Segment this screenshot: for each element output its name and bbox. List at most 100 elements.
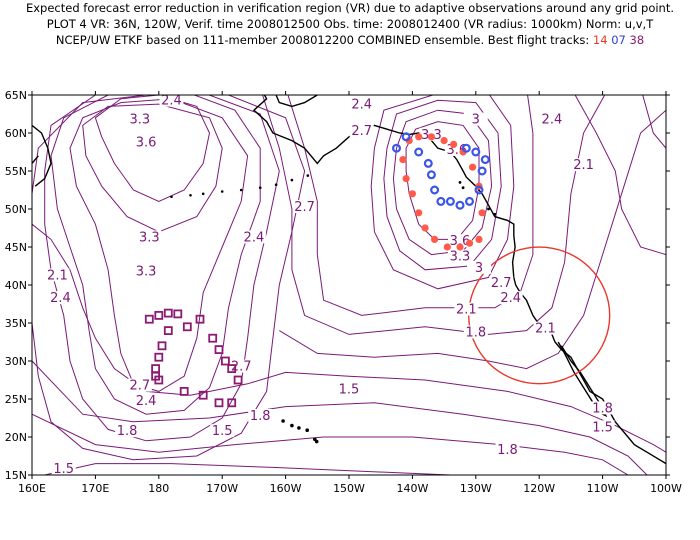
contour-label: 1.5	[212, 424, 233, 439]
track-14-label: 14	[592, 33, 608, 47]
island-marker	[493, 212, 497, 216]
island-marker	[290, 178, 294, 182]
track-14-point	[475, 235, 483, 243]
contour-label-bg	[337, 382, 361, 396]
contour-label-bg	[495, 443, 520, 457]
track-38-point	[173, 309, 183, 319]
contour-label: 2.4	[542, 113, 563, 128]
contour-labels: 2.43.33.63.33.32.12.42.72.41.81.51.52.71…	[45, 93, 615, 477]
track-07-point	[465, 196, 475, 206]
track-38-point	[163, 326, 173, 336]
contour-label: 2.1	[535, 322, 556, 337]
track-07-label: 07	[611, 33, 626, 47]
contour-label-bg	[159, 93, 184, 107]
x-tick-label: 180	[148, 482, 169, 495]
contour-line	[642, 95, 666, 149]
track-07-point	[401, 132, 411, 142]
track-14-point	[443, 243, 451, 251]
x-tick-label: 110W	[587, 482, 619, 495]
contour-label: 2.7	[294, 200, 315, 215]
coastlines	[32, 95, 666, 465]
track-14-point	[408, 190, 416, 198]
track-14-point	[456, 243, 464, 251]
track-07-point	[430, 185, 440, 195]
map-axes: 160E 170E 180 170W 160W 150W 140W 130W 120W 110W 1…	[5, 89, 682, 495]
y-tick-label: 20N	[5, 431, 27, 444]
contour-label-bg	[248, 409, 273, 422]
track-38-label: 38	[629, 33, 645, 47]
track-07-point	[392, 143, 402, 153]
y-tick-label: 50N	[5, 203, 27, 216]
contour-lines	[32, 95, 666, 475]
track-38-point	[157, 341, 167, 351]
contour-label-bg	[448, 249, 472, 263]
contour-label: 2.1	[47, 268, 68, 283]
y-tick-label: 65N	[5, 89, 27, 102]
contour-label: 2.4	[500, 291, 521, 306]
track-07-point	[474, 185, 484, 195]
contour-label: 2.4	[136, 394, 157, 409]
track-38-point	[208, 333, 218, 343]
contour-label: 2.4	[244, 230, 265, 245]
contour-line	[32, 95, 306, 461]
contour-label-bg	[134, 393, 159, 407]
track-38-point	[144, 314, 154, 324]
contour-label: 2.7	[351, 124, 372, 139]
track-14-point	[478, 209, 486, 217]
track-07-point	[445, 196, 455, 206]
y-tick-label: 40N	[5, 279, 27, 292]
track-38-point	[154, 375, 164, 385]
contour-label: 2.4	[351, 97, 372, 112]
contour-label: 3.6	[450, 234, 471, 249]
contour-label-bg	[533, 321, 558, 335]
track-14-point	[402, 175, 410, 183]
contour-label-bg	[349, 97, 374, 111]
coastline	[32, 124, 52, 187]
contour-line	[287, 95, 534, 316]
track-14-point	[427, 133, 435, 141]
track-38-point	[198, 390, 208, 400]
track-07-point	[471, 147, 481, 157]
track-07-point	[461, 143, 471, 153]
contour-label-bg	[241, 230, 266, 244]
track-38-point	[195, 314, 205, 324]
contour-label-bg	[463, 325, 488, 339]
track-38-point	[151, 364, 161, 374]
contour-label: 2.4	[50, 291, 71, 306]
track-14-point	[431, 235, 439, 243]
contour-line	[383, 99, 502, 271]
header-line-3: NCEP/UW ETKF based on 111-member 2008012…	[0, 32, 700, 48]
contour-label: 3	[472, 113, 480, 128]
track-38-point	[154, 310, 164, 320]
plot-header: Expected forecast error reduction in ver…	[0, 0, 700, 48]
contour-label: 2.1	[573, 158, 594, 173]
contour-label: 1.5	[592, 420, 613, 435]
track-14-point	[405, 137, 413, 145]
contour-label-bg	[467, 260, 491, 274]
contour-label-bg	[539, 112, 564, 126]
y-tick-label: 55N	[5, 165, 27, 178]
contour-label-bg	[498, 291, 523, 305]
coastline	[252, 95, 666, 465]
island-marker	[458, 181, 462, 184]
contour-line	[370, 95, 515, 290]
contour-label-bg	[134, 264, 159, 278]
track-38-point	[182, 322, 192, 332]
x-tick-label: 130W	[460, 482, 492, 495]
contour-label-bg	[137, 230, 162, 244]
track-14-point	[415, 133, 423, 141]
contour-line	[50, 95, 261, 415]
contour-label-bg	[454, 302, 479, 316]
island-marker	[274, 183, 278, 186]
island-marker	[220, 190, 224, 193]
x-tick-label: 170W	[206, 482, 238, 495]
x-tick-label: 120W	[523, 482, 555, 495]
contour-label-bg	[590, 401, 615, 415]
track-38-point	[214, 345, 224, 355]
contour-label: 2.4	[161, 94, 182, 109]
contour-label: 3.3	[129, 113, 150, 128]
contour-line	[82, 103, 223, 233]
island-marker	[290, 423, 294, 428]
contour-line	[392, 109, 493, 256]
contour-label-bg	[292, 200, 317, 213]
